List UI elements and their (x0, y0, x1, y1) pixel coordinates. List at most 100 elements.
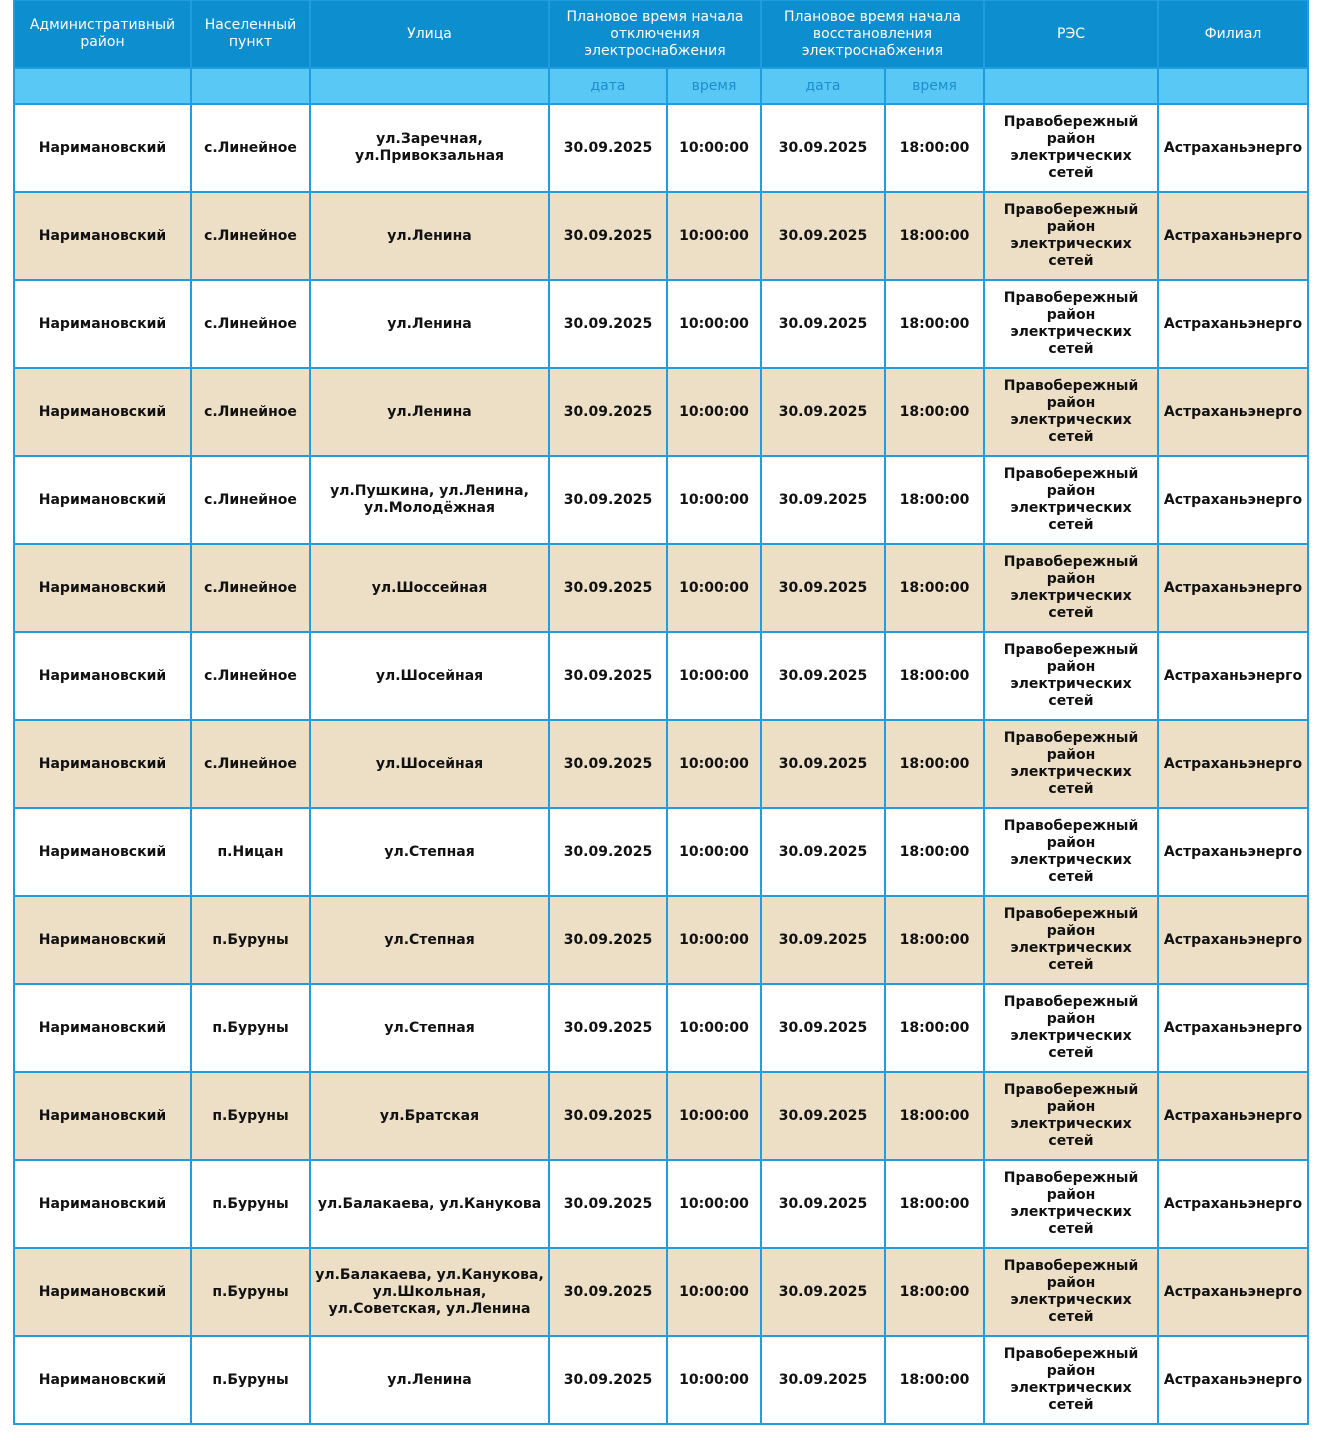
table-row: Наримановский с.Линейное ул.Заречная, ул.П… (13, 103, 1309, 193)
table-cell: 30.09.2025 (548, 1335, 668, 1425)
table-cell: 18:00:00 (884, 103, 985, 193)
table-cell: 10:00:00 (666, 543, 762, 633)
table-cell: 30.09.2025 (760, 455, 886, 545)
table-cell: 10:00:00 (666, 1159, 762, 1249)
table-cell: 30.09.2025 (760, 103, 886, 193)
table-cell: 30.09.2025 (548, 1071, 668, 1161)
table-cell: п.Буруны (190, 983, 311, 1073)
table-cell: Наримановский (13, 1159, 192, 1249)
table-cell: 18:00:00 (884, 191, 985, 281)
table-cell: 18:00:00 (884, 1335, 985, 1425)
column-header: Плановое время начала отключения электро… (548, 0, 762, 69)
table-cell: 18:00:00 (884, 543, 985, 633)
table-cell: 30.09.2025 (760, 279, 886, 369)
table-row: Наримановский с.Линейное ул.Шосейная 30.09.… (13, 631, 1309, 721)
table-cell: ул.Степная (309, 895, 550, 985)
table-cell: Наримановский (13, 103, 192, 193)
table-cell: Наримановский (13, 895, 192, 985)
table-cell: Астраханьэнерго (1157, 103, 1309, 193)
table-cell: 10:00:00 (666, 631, 762, 721)
table-cell: ул.Степная (309, 983, 550, 1073)
table-cell: Правобережный район электрических сетей (983, 191, 1159, 281)
table-cell: ул.Ленина (309, 1335, 550, 1425)
table-cell: 30.09.2025 (548, 631, 668, 721)
table-cell: 30.09.2025 (548, 543, 668, 633)
table-cell: Наримановский (13, 191, 192, 281)
table-cell: ул.Степная (309, 807, 550, 897)
table-cell: Наримановский (13, 807, 192, 897)
column-header: Улица (309, 0, 550, 69)
subheader-cell: дата (548, 67, 668, 105)
table-cell: 10:00:00 (666, 719, 762, 809)
table-row: Наримановский п.Ницан ул.Степная 30.09.2025… (13, 807, 1309, 897)
table-cell: 30.09.2025 (548, 279, 668, 369)
column-header: Филиал (1157, 0, 1309, 69)
table-cell: Наримановский (13, 719, 192, 809)
table-cell: с.Линейное (190, 279, 311, 369)
table-cell: Правобережный район электрических сетей (983, 1071, 1159, 1161)
table-cell: 10:00:00 (666, 1335, 762, 1425)
table-cell: Астраханьэнерго (1157, 543, 1309, 633)
table-cell: 18:00:00 (884, 1159, 985, 1249)
table-row: Наримановский с.Линейное ул.Шосейная 30.09.… (13, 719, 1309, 809)
table-cell: 30.09.2025 (760, 719, 886, 809)
table-cell: 10:00:00 (666, 191, 762, 281)
table-cell: Правобережный район электрических сетей (983, 983, 1159, 1073)
table-cell: 18:00:00 (884, 719, 985, 809)
table-cell: Наримановский (13, 1071, 192, 1161)
table-cell: п.Буруны (190, 1247, 311, 1337)
table-cell: 10:00:00 (666, 367, 762, 457)
table-cell: ул.Балакаева, ул.Канукова (309, 1159, 550, 1249)
subheader-cell (190, 67, 311, 105)
table-cell: 30.09.2025 (760, 191, 886, 281)
table-cell: Астраханьэнерго (1157, 191, 1309, 281)
table-cell: Наримановский (13, 1247, 192, 1337)
table-cell: ул.Шосейная (309, 719, 550, 809)
table-row: Наримановский п.Буруны ул.Степная 30.09.202… (13, 983, 1309, 1073)
table-cell: Правобережный район электрических сетей (983, 895, 1159, 985)
table-cell: п.Буруны (190, 1335, 311, 1425)
table-cell: 18:00:00 (884, 455, 985, 545)
column-header: Административный район (13, 0, 192, 69)
table-cell: 18:00:00 (884, 631, 985, 721)
table-cell: ул.Заречная, ул.Привокзальная (309, 103, 550, 193)
table-cell: 30.09.2025 (548, 1247, 668, 1337)
table-cell: 10:00:00 (666, 1247, 762, 1337)
table-cell: 18:00:00 (884, 1247, 985, 1337)
table-cell: ул.Братская (309, 1071, 550, 1161)
subheader-cell: дата (760, 67, 886, 105)
table-cell: 30.09.2025 (548, 367, 668, 457)
table-cell: Правобережный район электрических сетей (983, 631, 1159, 721)
table-cell: ул.Шосейная (309, 631, 550, 721)
table-cell: ул.Ленина (309, 279, 550, 369)
table-cell: Правобережный район электрических сетей (983, 367, 1159, 457)
table-cell: 30.09.2025 (548, 191, 668, 281)
table-row: Наримановский с.Линейное ул.Пушкина, ул.Ле… (13, 455, 1309, 545)
table-cell: 30.09.2025 (548, 1159, 668, 1249)
table-cell: 10:00:00 (666, 1071, 762, 1161)
table-cell: Наримановский (13, 367, 192, 457)
table-cell: 30.09.2025 (760, 983, 886, 1073)
table-row: Наримановский п.Буруны ул.Ленина 30.09.2025… (13, 1335, 1309, 1425)
table-cell: 30.09.2025 (760, 895, 886, 985)
table-cell: 10:00:00 (666, 895, 762, 985)
table-cell: Наримановский (13, 455, 192, 545)
table-cell: Правобережный район электрических сетей (983, 1159, 1159, 1249)
table-cell: с.Линейное (190, 719, 311, 809)
table-cell: 30.09.2025 (548, 455, 668, 545)
table-cell: Правобережный район электрических сетей (983, 1335, 1159, 1425)
table-cell: 18:00:00 (884, 807, 985, 897)
table-cell: Наримановский (13, 543, 192, 633)
table-cell: 30.09.2025 (548, 103, 668, 193)
table-cell: Правобережный район электрических сетей (983, 455, 1159, 545)
table-cell: п.Ницан (190, 807, 311, 897)
table-cell: с.Линейное (190, 367, 311, 457)
table-row: Наримановский п.Буруны ул.Балакаева, ул.Ка… (13, 1159, 1309, 1249)
table-cell: Наримановский (13, 279, 192, 369)
table-cell: Астраханьэнерго (1157, 1335, 1309, 1425)
table-cell: 10:00:00 (666, 455, 762, 545)
table-cell: ул.Шоссейная (309, 543, 550, 633)
table-cell: 18:00:00 (884, 367, 985, 457)
table-cell: Правобережный район электрических сетей (983, 807, 1159, 897)
